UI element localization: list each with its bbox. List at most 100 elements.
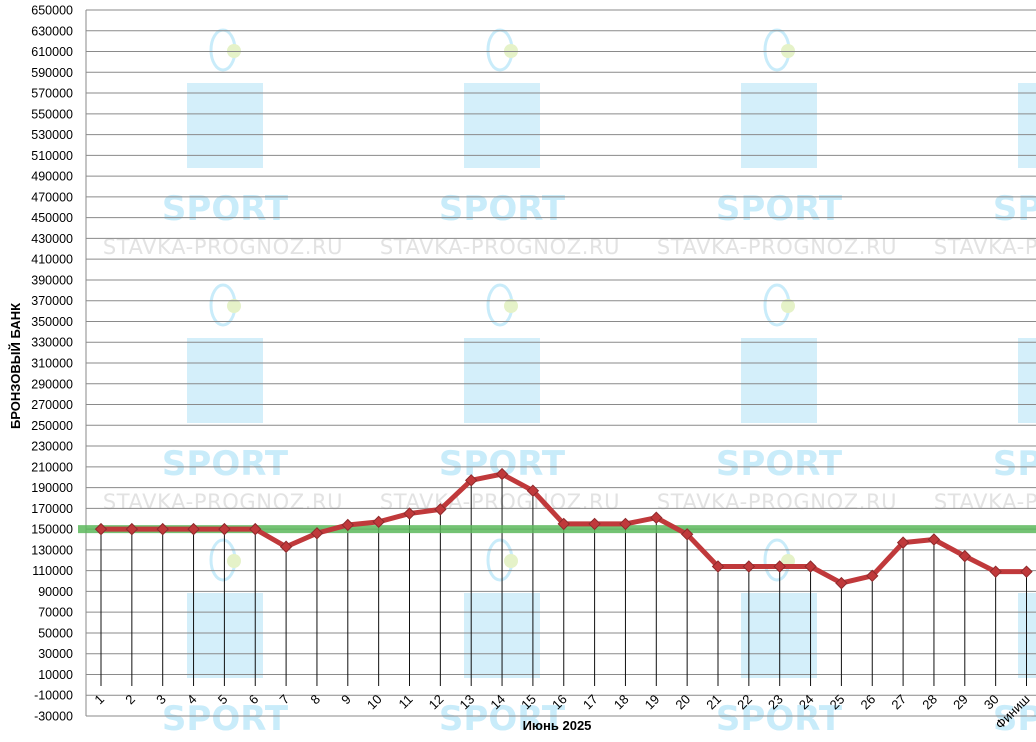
watermark-figure <box>187 83 263 168</box>
x-tick-label: 11 <box>395 692 415 712</box>
y-tick-label: 590000 <box>31 66 73 80</box>
watermark-figure <box>1018 83 1036 168</box>
watermark-ball <box>504 554 518 568</box>
x-tick-label: 10 <box>364 692 385 713</box>
data-point <box>125 522 139 536</box>
watermark-ball <box>227 299 241 313</box>
data-point <box>958 549 972 563</box>
watermark-figure <box>741 83 817 168</box>
y-tick-label: 90000 <box>38 585 73 599</box>
grid-lines <box>85 9 1036 717</box>
x-tick-label: 19 <box>642 692 663 713</box>
data-point <box>557 517 570 531</box>
watermark-url: STAVKA-PROGNOZ.RU <box>103 490 343 514</box>
data-point <box>804 560 817 573</box>
y-tick-label: 350000 <box>31 315 73 329</box>
watermark-brand: SPORT <box>716 189 843 229</box>
data-point <box>1020 565 1033 578</box>
y-tick-label: 550000 <box>31 107 73 121</box>
watermark-url: STAVKA-PROGNOZ.RU <box>657 235 897 259</box>
x-tick-label: 1 <box>91 692 107 708</box>
data-point <box>310 527 324 540</box>
watermark-brand: SPORT <box>439 699 566 739</box>
x-tick-label: 29 <box>950 692 971 713</box>
data-point <box>989 565 1002 578</box>
watermark-brand: SPORT <box>439 189 566 229</box>
y-tick-label: 330000 <box>31 336 73 350</box>
watermark-logo: SPORT STAVKA-PROGNOZ.RU <box>657 28 897 259</box>
watermark-url: STAVKA-PROGNOZ.RU <box>103 235 343 259</box>
y-tick-label: 430000 <box>31 232 73 246</box>
data-point <box>94 522 108 536</box>
watermark-brand: SPORT <box>993 189 1036 229</box>
watermark-figure <box>1018 338 1036 423</box>
y-tick-label: 190000 <box>31 481 73 495</box>
x-tick-label: 8 <box>307 692 323 708</box>
watermark-figure <box>741 338 817 423</box>
data-point <box>187 522 200 536</box>
y-tick-label: -30000 <box>34 710 73 724</box>
watermark-url: STAVKA-PROGNOZ.RU <box>657 490 897 514</box>
watermark-figure <box>187 593 263 678</box>
data-point <box>464 474 478 487</box>
y-tick-label: 510000 <box>31 149 73 163</box>
y-tick-label: 210000 <box>31 460 73 474</box>
y-tick-label: 170000 <box>31 502 73 516</box>
watermark-ball <box>227 44 241 58</box>
watermark-brand: SPORT <box>716 444 843 484</box>
x-tick-label: 9 <box>338 692 354 708</box>
y-tick-label: 70000 <box>38 606 73 620</box>
watermark-ball <box>227 554 241 568</box>
data-point <box>773 560 786 573</box>
data-point <box>434 503 447 516</box>
watermark-url: STAVKA-PROGNOZ.RU <box>934 235 1036 259</box>
y-tick-label: 250000 <box>31 419 73 433</box>
y-tick-label: 130000 <box>31 543 73 557</box>
y-tick-label: 530000 <box>31 128 73 142</box>
data-point <box>742 560 756 573</box>
data-point <box>495 467 509 481</box>
y-tick-label: 30000 <box>38 647 73 661</box>
watermark-figure <box>187 338 263 423</box>
y-tick-label: 470000 <box>31 190 73 204</box>
x-tick-label: 20 <box>672 692 693 713</box>
data-point <box>279 540 293 553</box>
watermark-logo: SPORT STAVKA-PROGNOZ.RU <box>657 283 897 514</box>
data-point <box>403 507 416 520</box>
data-point <box>619 517 632 531</box>
data-point <box>218 522 231 536</box>
data-point <box>896 536 910 549</box>
watermark-ball <box>504 299 518 313</box>
y-tick-label: 450000 <box>31 211 73 225</box>
watermark-brand: SPORT <box>993 699 1036 739</box>
x-tick-label: 2 <box>122 692 138 708</box>
watermark-logo: SPORT STAVKA-PROGNOZ.RU <box>380 28 620 259</box>
drop-lines <box>100 474 1027 686</box>
data-point <box>866 569 879 583</box>
data-point <box>372 515 385 529</box>
watermark-figure <box>464 83 540 168</box>
data-point <box>711 560 725 573</box>
y-tick-label: 10000 <box>38 668 73 682</box>
data-point <box>341 518 355 532</box>
x-axis-title: Июнь 2025 <box>523 718 592 733</box>
y-axis-tick-labels: -30000 -10000 10000 30000 50000 70000 90000 110… <box>31 4 73 724</box>
x-tick-label: 27 <box>888 692 909 713</box>
watermark-brand: SPORT <box>162 699 289 739</box>
watermark-logo: SPORT STAVKA-PROGNOZ.RU <box>934 83 1036 259</box>
y-tick-label: 290000 <box>31 377 73 391</box>
watermark-url: STAVKA-PROGNOZ.RU <box>380 235 620 259</box>
watermark-brand: SPORT <box>716 699 843 739</box>
y-tick-label: 110000 <box>32 564 73 578</box>
x-tick-label: 28 <box>919 692 940 713</box>
x-tick-label: 18 <box>611 692 632 713</box>
watermark-brand: SPORT <box>993 444 1036 484</box>
y-tick-label: 410000 <box>31 253 73 267</box>
data-point <box>588 517 601 531</box>
watermark-ball <box>504 44 518 58</box>
